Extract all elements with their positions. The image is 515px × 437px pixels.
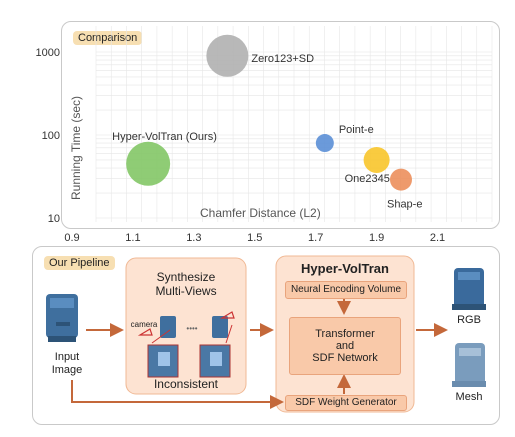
point-one2345 <box>363 146 390 173</box>
inconsistent-label: Inconsistent <box>153 377 219 391</box>
camera-label: camera <box>130 320 158 329</box>
rgb-output-image <box>452 268 486 310</box>
y-tick-label: 1000 <box>36 47 60 59</box>
y-tick-labels: 10 100 1000 <box>36 47 60 225</box>
point-label: Zero123+SD <box>251 53 314 65</box>
input-image-label: Input Image <box>51 351 83 376</box>
x-tick-label: 1.9 <box>369 232 384 244</box>
point-label: One2345 <box>345 173 390 185</box>
input-mailbox-image <box>46 294 78 342</box>
x-tick-label: 1.5 <box>247 232 262 244</box>
pipeline-tag: Our Pipeline <box>44 256 115 270</box>
x-tick-label: 1.1 <box>125 232 140 244</box>
point-shap-e <box>389 168 412 191</box>
point-label: Hyper-VolTran (Ours) <box>112 131 217 143</box>
arrow-input-to-weight <box>71 380 284 409</box>
mesh-output-image <box>452 343 486 387</box>
x-tick-label: 2.1 <box>430 232 445 244</box>
y-axis-label: Running Time (sec) <box>69 96 83 200</box>
x-tick-label: 1.7 <box>308 232 323 244</box>
neural-encoding-volume: Neural Encoding Volume <box>285 281 407 299</box>
dots-separator: •••• <box>186 324 198 333</box>
view-thumbnails <box>137 311 235 378</box>
hyper-voltran-title: Hyper-VolTran <box>301 261 389 276</box>
point-zero123-sd <box>206 34 249 77</box>
y-tick-label: 100 <box>42 130 60 142</box>
x-tick-label: 0.9 <box>64 232 79 244</box>
chart-points: Zero123+SD Hyper-VolTran (Ours) Point-e One… <box>112 34 422 211</box>
point-point-e <box>315 134 334 153</box>
rgb-label: RGB <box>457 314 481 326</box>
point-label: Shap-e <box>387 199 422 211</box>
y-tick-label: 10 <box>48 213 60 225</box>
x-tick-label: 1.3 <box>186 232 201 244</box>
point-hyper-voltran-ours- <box>126 141 171 186</box>
mesh-label: Mesh <box>455 391 483 403</box>
transformer-sdf-network: Transformer and SDF Network <box>289 317 401 375</box>
comparison-chart: 10 100 1000 0.9 1.1 1.3 1.5 1.7 1.9 2.1 Running … <box>36 26 493 244</box>
x-tick-labels: 0.9 1.1 1.3 1.5 1.7 1.9 2.1 <box>64 232 445 244</box>
synthesize-title: Synthesize Multi-Views <box>155 270 217 298</box>
x-axis-label: Chamfer Distance (L2) <box>200 206 321 220</box>
sdf-weight-generator: SDF Weight Generator <box>285 395 407 411</box>
point-label: Point-e <box>339 124 374 136</box>
comparison-tag: Comparison <box>73 31 143 45</box>
